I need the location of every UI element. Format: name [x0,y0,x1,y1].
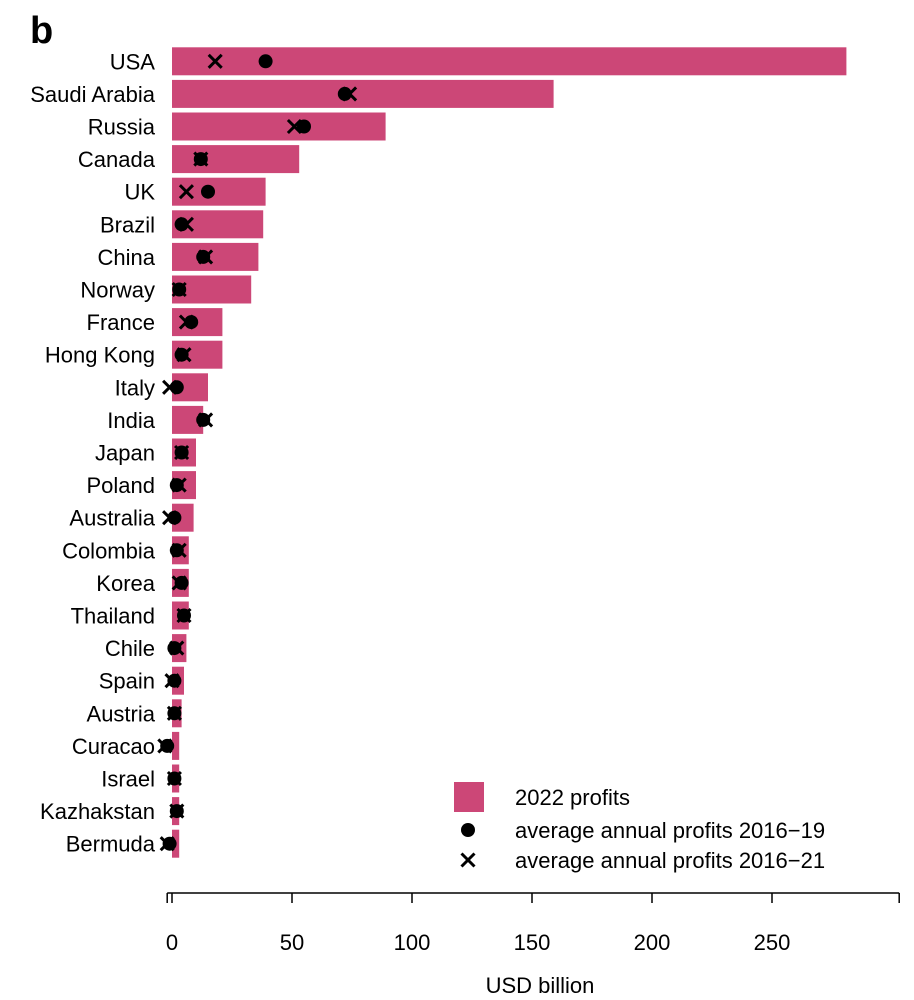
dot-marker-2016-19 [169,543,184,558]
dot-marker-2016-19 [174,445,189,460]
legend-swatch-cross [460,852,476,868]
dot-marker-2016-19 [174,347,189,362]
dot-marker-2016-19 [169,478,184,493]
category-label: Curacao [72,734,155,759]
category-label: Thailand [71,604,155,629]
legend-label: average annual profits 2016−19 [515,818,825,843]
dot-marker-2016-19 [201,184,215,199]
x-axis: 0 50 100 150 200 250 [166,892,900,955]
legend-label: 2022 profits [515,785,630,810]
dot-marker-2016-19 [337,86,352,101]
dot-marker-2016-19 [184,315,199,330]
category-label: Australia [69,506,155,531]
legend-swatch-dot [461,823,475,837]
category-label: Colombia [62,538,156,563]
category-label: Japan [95,441,155,466]
category-label: Poland [86,473,155,498]
legend-swatch-bar [454,782,484,812]
bar-usa [172,47,847,76]
category-label: Italy [115,375,155,400]
legend-item-cross: average annual profits 2016−21 [460,848,825,873]
category-label: Kazhakstan [40,799,155,824]
dot-marker-2016-19 [196,249,211,264]
bar-curacao [172,731,180,760]
dot-marker-2016-19 [167,673,182,688]
category-label: UK [124,180,155,205]
legend-label: average annual profits 2016−21 [515,848,825,873]
bars-group [172,47,847,858]
x-tick-label: 250 [754,930,791,955]
dot-marker-2016-19 [193,152,208,167]
dot-marker-2016-19 [167,706,182,721]
dot-marker-2016-19 [169,380,184,395]
x-tick-label: 200 [634,930,671,955]
category-label: France [87,310,155,335]
bar-russia [172,112,386,141]
x-tick-label: 100 [394,930,431,955]
dot-marker-2016-19 [177,608,191,623]
dot-marker-2016-19 [167,641,182,656]
x-tick-label: 0 [166,930,178,955]
category-label: USA [110,49,156,74]
panel-label: b [30,10,53,52]
bar-saudi-arabia [172,79,554,108]
x-tick-label: 50 [280,930,304,955]
dot-marker-2016-19 [196,412,211,427]
legend-item-dot: average annual profits 2016−19 [461,818,825,843]
category-label: Hong Kong [45,343,155,368]
category-label: China [98,245,156,270]
dot-marker-2016-19 [162,836,177,851]
bar-australia [172,503,194,532]
cross-marker-2016-21 [207,53,223,69]
x-tick-label: 150 [514,930,551,955]
bar-china [172,242,259,271]
dot-marker-2016-19 [258,54,273,69]
cross-marker-2016-21 [178,184,194,200]
dot-marker-2016-19 [174,217,189,232]
dot-marker-2016-19 [167,510,182,525]
category-labels: USA Saudi Arabia Russia Canada UK Brazil China… [30,49,156,856]
category-label: India [107,408,155,433]
category-label: Korea [96,571,155,596]
legend-item-bar: 2022 profits [454,782,630,812]
category-label: Saudi Arabia [30,82,156,107]
category-label: Bermuda [66,832,156,857]
category-label: Canada [78,147,156,172]
legend: 2022 profits average annual profits 2016−… [454,782,825,873]
category-label: Brazil [100,212,155,237]
category-label: Norway [80,278,155,303]
dot-marker-2016-19 [160,738,175,753]
category-label: Russia [88,115,156,140]
category-label: Spain [99,669,155,694]
category-label: Austria [87,701,156,726]
markers-group [157,53,358,852]
dot-marker-2016-19 [167,771,182,786]
dot-marker-2016-19 [169,804,184,819]
category-label: Israel [101,767,155,792]
bar-canada [172,145,300,174]
dot-marker-2016-19 [172,282,187,297]
dot-marker-2016-19 [297,119,311,134]
category-label: Chile [105,636,155,661]
dot-marker-2016-19 [174,575,189,590]
x-axis-title: USD billion [486,973,595,998]
